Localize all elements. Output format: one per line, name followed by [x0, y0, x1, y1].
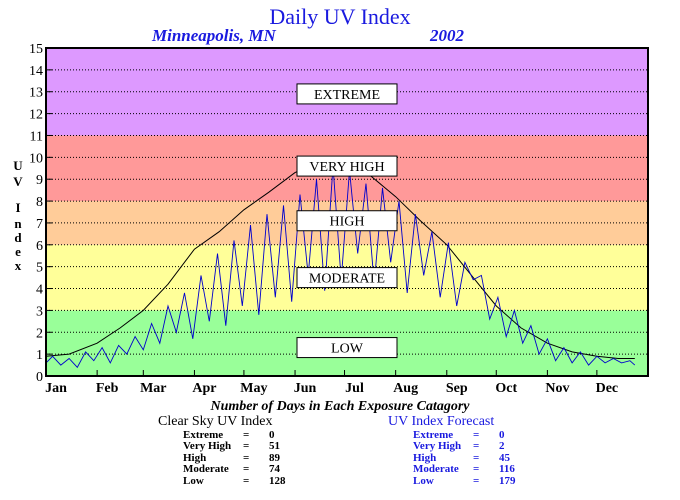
plot-frame	[45, 47, 649, 377]
x-tick-label: Jul	[345, 381, 364, 396]
category-label: MODERATE	[309, 272, 385, 287]
clear-sky-table: Extreme = 0 Very High = 51 High = 89 Moderate =…	[183, 429, 286, 487]
category-label: VERY HIGH	[309, 160, 384, 175]
category-box	[296, 210, 398, 232]
table-row: High = 45	[413, 451, 510, 464]
table-row: Very High = 51	[183, 440, 280, 453]
y-axis-label-letter: I	[15, 200, 20, 215]
category-box	[296, 155, 398, 177]
subtitle-year: 2002	[430, 26, 464, 45]
y-tick-label: 4	[36, 283, 43, 298]
x-tick-label: Jun	[294, 381, 317, 396]
y-tick-label: 5	[36, 261, 43, 276]
y-tick-label: 8	[36, 195, 43, 210]
y-tick-label: 0	[36, 370, 43, 385]
forecast-block: UV Index Forecast Extreme = 0 Very High = 2 …	[388, 414, 516, 487]
x-tick-label: Aug	[393, 381, 418, 396]
forecast-title: UV Index Forecast	[388, 414, 495, 429]
y-tick-label: 13	[29, 86, 43, 101]
y-tick-label: 11	[30, 129, 43, 144]
category-label: EXTREME	[314, 88, 380, 103]
y-axis-label-letter: V	[13, 174, 23, 189]
table-row: Moderate = 74	[183, 463, 280, 476]
x-tick-label: Apr	[192, 381, 216, 396]
table-row: Low = 179	[413, 474, 516, 487]
x-tick-label: Jan	[45, 381, 67, 396]
chart-title: Daily UV Index	[269, 4, 411, 29]
y-axis-label-letter: n	[14, 216, 22, 231]
forecast-table: Extreme = 0 Very High = 2 High = 45 Moderate = 1…	[413, 429, 516, 487]
stats-title: Number of Days in Each Exposure Catagory	[210, 399, 470, 414]
x-tick-label: Sep	[446, 381, 468, 396]
y-axis-label-letter: U	[13, 158, 23, 173]
x-axis-ticks: Jan Feb Mar Apr May Jun Jul Aug Sep Oct Nov Dec	[45, 370, 618, 396]
x-tick-label: Oct	[495, 381, 517, 396]
x-tick-label: Nov	[545, 381, 569, 396]
y-axis-label-letter: d	[14, 230, 22, 245]
y-axis-label-letter: e	[15, 244, 21, 259]
y-tick-label: 15	[29, 42, 43, 57]
category-box	[296, 267, 398, 289]
table-row: Extreme = 0	[183, 429, 275, 441]
y-tick-label: 9	[36, 173, 43, 188]
y-tick-label: 3	[36, 304, 43, 319]
y-tick-label: 10	[29, 151, 43, 166]
y-tick-label: 1	[36, 348, 43, 363]
y-tick-label: 2	[36, 326, 43, 341]
clear-sky-title: Clear Sky UV Index	[158, 414, 273, 429]
y-tick-label: 12	[29, 108, 43, 123]
category-box	[296, 83, 398, 105]
y-tick-label: 7	[36, 217, 43, 232]
table-row: Moderate = 116	[413, 463, 515, 476]
category-label: HIGH	[330, 215, 365, 230]
table-row: Extreme = 0	[413, 429, 505, 441]
category-labels: LOW MODERATE HIGH VERY HIGH EXTREME	[296, 83, 398, 359]
y-tick-label: 14	[29, 64, 43, 79]
y-tick-label: 6	[36, 239, 43, 254]
y-axis-label-letter: x	[15, 258, 22, 273]
x-tick-label: May	[240, 381, 267, 396]
table-row: Very High = 2	[413, 440, 505, 453]
table-row: Low = 128	[183, 474, 286, 487]
table-row: High = 89	[183, 451, 280, 464]
x-tick-label: Dec	[596, 381, 619, 396]
clear-sky-block: Clear Sky UV Index Extreme = 0 Very High = 5…	[158, 414, 286, 487]
x-tick-label: Feb	[96, 381, 119, 396]
category-box	[296, 337, 398, 359]
category-label: LOW	[331, 342, 364, 357]
subtitle-location: Minneapolis, MN	[152, 26, 276, 45]
x-tick-label: Mar	[140, 381, 166, 396]
